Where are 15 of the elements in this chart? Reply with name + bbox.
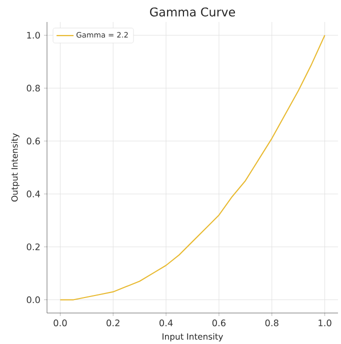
x-axis-title: Input Intensity: [162, 333, 223, 342]
x-tick-label: 0.2: [106, 320, 120, 326]
chart-title: Gamma Curve: [150, 7, 235, 17]
x-tick-label: 0.0: [54, 320, 67, 326]
y-tick-label: 0.6: [26, 138, 40, 144]
y-tick-label: 0.0: [26, 296, 40, 304]
y-tick-label: 0.4: [26, 190, 40, 198]
y-tick-label: 1.0: [27, 32, 40, 39]
y-tick-label: 0.8: [26, 84, 40, 92]
x-tick-label: 0.4: [160, 320, 173, 326]
y-tick-label: 0.2: [26, 243, 40, 250]
x-tick-label: 0.6: [212, 320, 226, 326]
y-axis-title: Output Intensity: [11, 133, 20, 202]
x-tick-label: 1.0: [318, 320, 332, 326]
x-tick-label: 0.8: [265, 320, 278, 326]
